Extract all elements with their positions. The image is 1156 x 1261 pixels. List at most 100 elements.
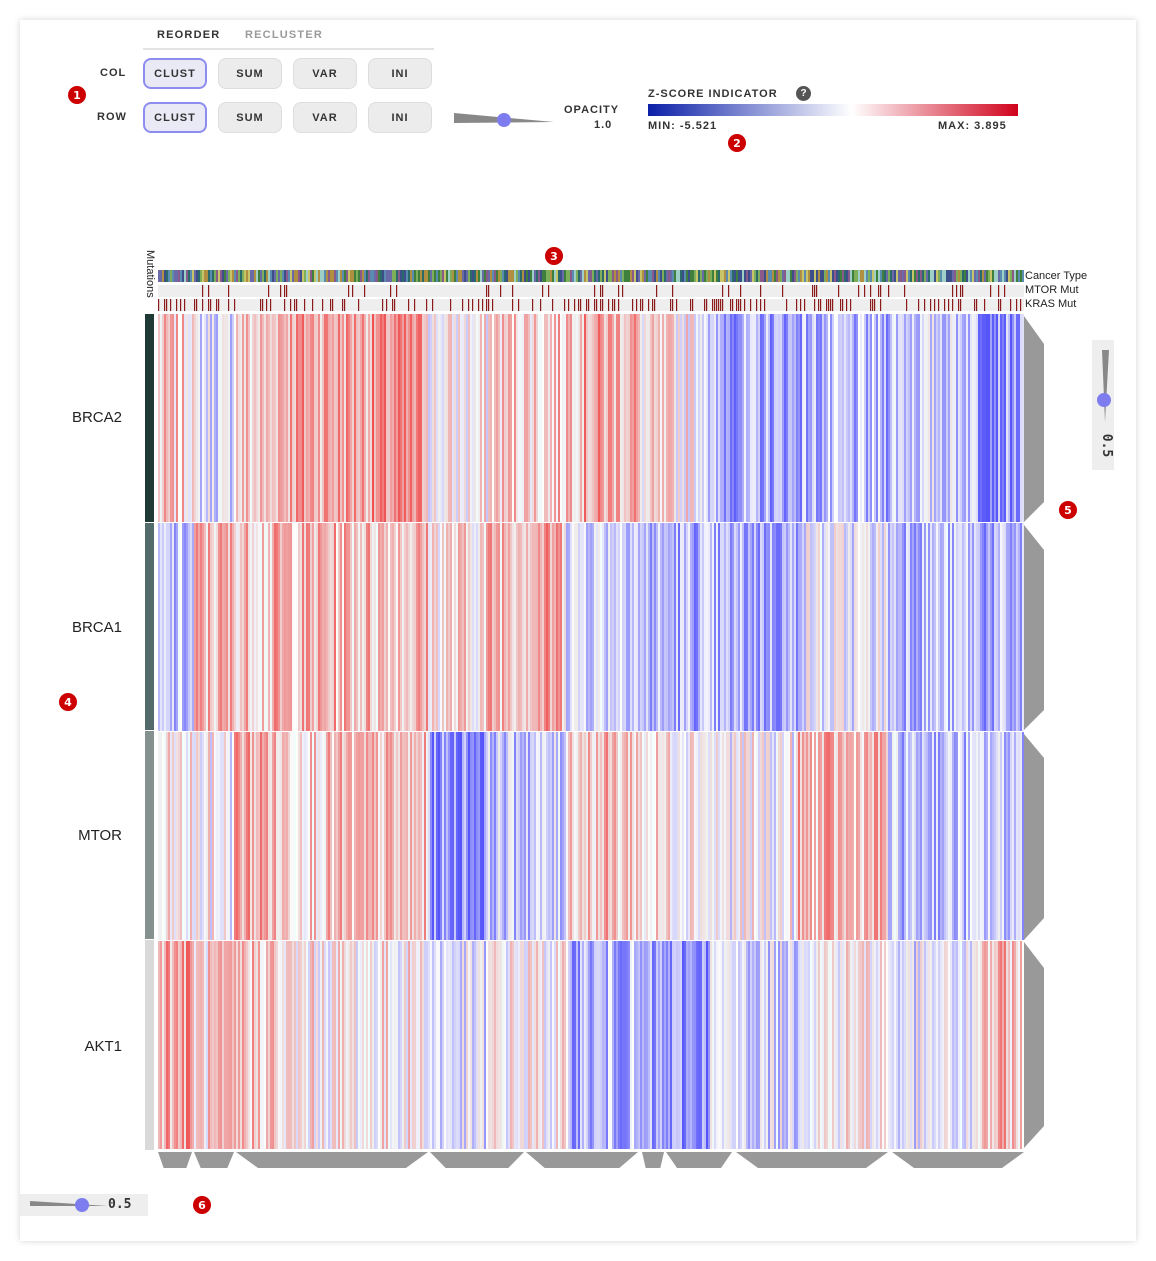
heatmap-cell[interactable] [866, 523, 869, 731]
heatmap-cell[interactable] [1008, 941, 1011, 1149]
heatmap-cell[interactable] [684, 732, 687, 940]
heatmap-cell[interactable] [382, 523, 385, 731]
heatmap-cell[interactable] [496, 732, 499, 940]
heatmap-cell[interactable] [406, 941, 409, 1149]
heatmap-cell[interactable] [738, 523, 741, 731]
heatmap-cell[interactable] [522, 941, 525, 1149]
heatmap-cell[interactable] [996, 314, 999, 522]
heatmap-cell[interactable] [732, 941, 735, 1149]
heatmap-cell[interactable] [620, 941, 623, 1149]
heatmap-cell[interactable] [572, 314, 575, 522]
heatmap-cell[interactable] [398, 314, 401, 522]
heatmap-cell[interactable] [642, 314, 645, 522]
cancer-type-mark[interactable] [666, 270, 669, 282]
heatmap-cell[interactable] [544, 314, 547, 522]
cancer-type-mark[interactable] [514, 270, 517, 282]
cancer-type-mark[interactable] [254, 270, 257, 282]
heatmap-cell[interactable] [812, 314, 815, 522]
heatmap-cell[interactable] [232, 732, 235, 940]
cancer-type-mark[interactable] [598, 270, 601, 282]
heatmap-cell[interactable] [590, 523, 593, 731]
heatmap-cell[interactable] [454, 941, 457, 1149]
heatmap-cell[interactable] [1008, 523, 1011, 731]
heatmap-cell[interactable] [260, 314, 263, 522]
cancer-type-mark[interactable] [818, 270, 821, 282]
heatmap-cell[interactable] [488, 314, 491, 522]
cancer-type-mark[interactable] [626, 270, 629, 282]
cancer-type-mark[interactable] [648, 270, 651, 282]
kras-mut-mark[interactable] [712, 299, 714, 311]
heatmap-cell[interactable] [446, 941, 449, 1149]
heatmap-cell[interactable] [820, 314, 823, 522]
heatmap-cell[interactable] [914, 314, 917, 522]
heatmap-cell[interactable] [310, 523, 313, 731]
heatmap-cell[interactable] [590, 732, 593, 940]
cancer-type-mark[interactable] [830, 270, 833, 282]
heatmap-cell[interactable] [432, 523, 435, 731]
heatmap-cell[interactable] [304, 941, 307, 1149]
mtor-mut-mark[interactable] [500, 285, 502, 297]
cancer-type-mark[interactable] [618, 270, 621, 282]
heatmap-cell[interactable] [566, 523, 569, 731]
cancer-type-mark[interactable] [980, 270, 983, 282]
kras-mut-mark[interactable] [596, 299, 598, 311]
heatmap-cell[interactable] [356, 941, 359, 1149]
mtor-mut-mark[interactable] [542, 285, 544, 297]
heatmap-cell[interactable] [982, 941, 985, 1149]
cancer-type-mark[interactable] [302, 270, 305, 282]
heatmap-cell[interactable] [280, 941, 283, 1149]
cancer-type-mark[interactable] [802, 270, 805, 282]
row-dendrogram[interactable] [1024, 314, 1046, 1150]
cancer-type-mark[interactable] [816, 270, 819, 282]
cancer-type-mark[interactable] [168, 270, 171, 282]
cancer-type-mark[interactable] [520, 270, 523, 282]
heatmap-cell[interactable] [1014, 941, 1017, 1149]
heatmap-cell[interactable] [1010, 732, 1013, 940]
heatmap-cell[interactable] [572, 941, 575, 1149]
kras-mut-mark[interactable] [924, 299, 926, 311]
heatmap-cell[interactable] [594, 314, 597, 522]
heatmap-cell[interactable] [1006, 732, 1009, 940]
kras-mut-mark[interactable] [706, 299, 708, 311]
cancer-type-mark[interactable] [906, 270, 909, 282]
kras-mut-mark[interactable] [386, 299, 388, 311]
heatmap-cell[interactable] [816, 523, 819, 731]
heatmap-cell[interactable] [380, 314, 383, 522]
heatmap-cell[interactable] [896, 314, 899, 522]
heatmap-cell[interactable] [266, 941, 269, 1149]
cancer-type-mark[interactable] [944, 270, 947, 282]
heatmap-cell[interactable] [338, 523, 341, 731]
heatmap-cell[interactable] [536, 941, 539, 1149]
kras-mut-mark[interactable] [952, 299, 954, 311]
heatmap-cell[interactable] [604, 732, 607, 940]
heatmap-cell[interactable] [800, 941, 803, 1149]
kras-mut-mark[interactable] [756, 299, 758, 311]
heatmap-cell[interactable] [208, 732, 211, 940]
heatmap-cell[interactable] [938, 732, 941, 940]
heatmap-cell[interactable] [226, 941, 229, 1149]
heatmap-cell[interactable] [826, 732, 829, 940]
heatmap-cell[interactable] [638, 941, 641, 1149]
mtor-mut-mark[interactable] [390, 285, 392, 297]
cancer-type-mark[interactable] [892, 270, 895, 282]
heatmap-cell[interactable] [386, 732, 389, 940]
cancer-type-mark[interactable] [914, 270, 917, 282]
heatmap-cell[interactable] [662, 941, 665, 1149]
heatmap-cell[interactable] [300, 314, 303, 522]
heatmap-cell[interactable] [750, 523, 753, 731]
cancer-type-mark[interactable] [790, 270, 793, 282]
row-dendro-slider-handle[interactable] [1097, 393, 1111, 407]
heatmap-cell[interactable] [500, 732, 503, 940]
cancer-type-mark[interactable] [764, 270, 767, 282]
cancer-type-mark[interactable] [262, 270, 265, 282]
heatmap-cell[interactable] [912, 941, 915, 1149]
heatmap-cell[interactable] [940, 523, 943, 731]
heatmap-cell[interactable] [534, 941, 537, 1149]
heatmap-cell[interactable] [212, 941, 215, 1149]
cancer-type-mark[interactable] [836, 270, 839, 282]
heatmap-cell[interactable] [320, 732, 323, 940]
heatmap-cell[interactable] [246, 941, 249, 1149]
heatmap-cell[interactable] [668, 314, 671, 522]
heatmap-cell[interactable] [634, 314, 637, 522]
heatmap-cell[interactable] [318, 941, 321, 1149]
